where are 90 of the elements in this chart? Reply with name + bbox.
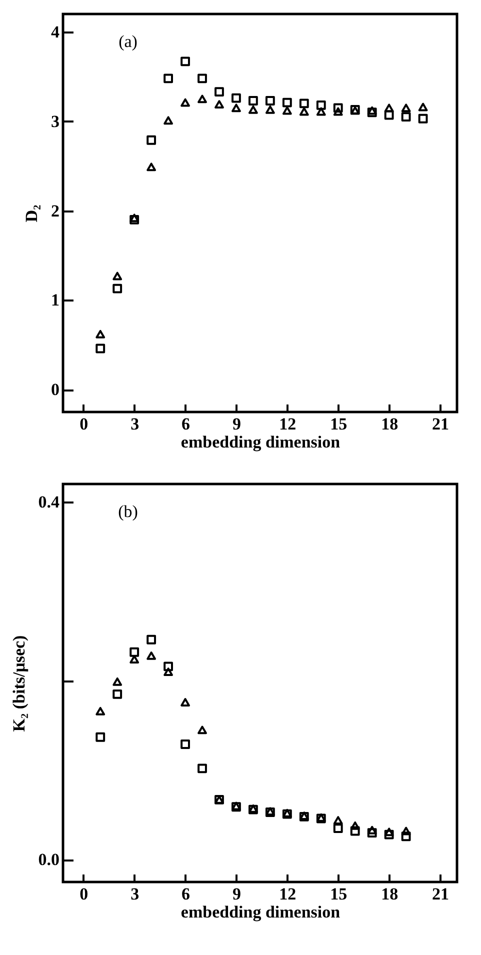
point <box>384 828 394 836</box>
point <box>282 98 292 108</box>
point <box>299 107 309 116</box>
y-tick-label: 0.0 <box>38 850 60 870</box>
point <box>198 94 207 104</box>
point <box>180 98 190 107</box>
x-tick-label: 6 <box>182 414 190 434</box>
point <box>96 344 106 354</box>
point <box>367 828 377 838</box>
x-tick-label: 12 <box>279 884 296 904</box>
point <box>146 162 156 172</box>
point <box>146 652 156 660</box>
point <box>112 677 122 686</box>
y-tick-label: 0.4 <box>38 492 60 512</box>
point <box>164 662 173 672</box>
x-tick-label: 15 <box>330 414 348 434</box>
x-tick-label: 21 <box>432 414 450 434</box>
point <box>367 108 377 118</box>
x-axis-title: embedding dimension <box>180 432 341 452</box>
point <box>401 826 411 836</box>
point <box>180 698 190 706</box>
point <box>282 106 292 115</box>
point <box>146 634 156 644</box>
point <box>214 87 224 97</box>
x-tick-label: 9 <box>232 414 241 434</box>
point <box>418 102 428 112</box>
point <box>401 832 411 842</box>
x-tick-label: 0 <box>80 414 88 434</box>
point <box>214 100 224 109</box>
point <box>96 330 106 338</box>
point <box>112 689 122 699</box>
point <box>130 647 140 657</box>
x-tick-label: 18 <box>381 884 398 904</box>
x-tick-label: 15 <box>330 884 348 904</box>
point <box>384 830 394 840</box>
x-tick-label: 9 <box>232 884 241 904</box>
point <box>384 104 394 112</box>
point <box>333 816 343 824</box>
point <box>164 74 173 84</box>
point <box>198 74 207 84</box>
y-tick-label: 2 <box>51 201 60 220</box>
point <box>112 284 122 294</box>
point <box>130 215 140 224</box>
point <box>180 740 190 749</box>
point <box>180 56 190 66</box>
point <box>316 107 326 116</box>
point <box>130 655 140 664</box>
y-tick-label: 0 <box>51 380 60 400</box>
point <box>265 105 275 114</box>
point <box>198 726 207 734</box>
point <box>333 107 343 116</box>
y-tick-label: 3 <box>51 112 60 131</box>
point <box>164 668 173 676</box>
point <box>333 103 343 113</box>
annotation: (b) <box>118 502 138 521</box>
point <box>333 824 343 834</box>
x-tick-label: 18 <box>381 414 398 434</box>
point <box>350 826 360 836</box>
point <box>367 826 377 834</box>
point <box>232 93 241 103</box>
point <box>248 105 258 114</box>
point <box>96 706 106 716</box>
y-tick-label: 1 <box>51 290 60 310</box>
y-tick-label: 4 <box>51 22 60 42</box>
point <box>350 821 360 830</box>
point <box>418 114 428 124</box>
x-tick-label: 12 <box>279 414 296 434</box>
x-tick-label: 3 <box>130 414 140 434</box>
point <box>384 110 394 120</box>
x-axis-title: embedding dimension <box>180 902 341 922</box>
x-tick-label: 0 <box>80 884 88 904</box>
point <box>265 96 275 106</box>
point <box>401 112 411 122</box>
x-tick-label: 3 <box>130 884 140 904</box>
point <box>146 135 156 145</box>
point <box>96 732 106 742</box>
point <box>299 98 309 108</box>
annotation: (a) <box>118 32 138 51</box>
point <box>232 104 241 112</box>
point <box>367 106 377 115</box>
y-axis-title: D₂ <box>22 204 41 222</box>
point <box>401 104 411 112</box>
point <box>198 764 207 774</box>
point <box>112 272 122 280</box>
x-tick-label: 6 <box>182 884 190 904</box>
x-tick-label: 21 <box>432 884 450 904</box>
point <box>316 100 326 110</box>
point <box>248 96 258 106</box>
point <box>164 116 173 125</box>
y-axis-title: K₂ (bits/μsec) <box>9 635 28 732</box>
